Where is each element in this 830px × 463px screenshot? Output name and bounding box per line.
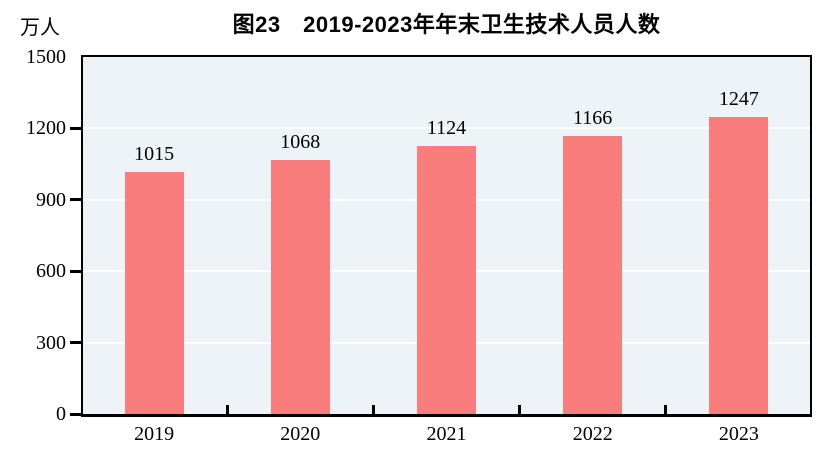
- x-axis-boundary-tick-1: [225, 405, 229, 414]
- y-axis-tick-0: [70, 412, 81, 416]
- y-axis-unit-label: 万人: [20, 17, 60, 39]
- x-axis-label-2023: 2023: [718, 423, 759, 445]
- x-axis-boundary-tick-4: [664, 405, 668, 414]
- y-axis-tick-label-1500: 1500: [26, 46, 66, 68]
- x-axis-label-2022: 2022: [572, 423, 613, 445]
- y-axis-tick-900: [70, 198, 81, 202]
- y-axis-tick-label-600: 600: [36, 260, 66, 283]
- bar-2022: [563, 136, 623, 414]
- y-axis-tick-1200: [70, 126, 81, 130]
- bar-2020: [270, 159, 330, 414]
- y-axis-tick-label-1200: 1200: [26, 117, 66, 140]
- bar-value-label-2019: 1015: [134, 143, 175, 166]
- bar-value-label-2020: 1068: [280, 130, 321, 153]
- y-axis-tick-label-0: 0: [56, 403, 66, 425]
- gridline-1200: [83, 127, 810, 130]
- x-axis-label-2021: 2021: [426, 423, 467, 445]
- x-axis-boundary-tick-2: [371, 405, 375, 414]
- bar-2021: [417, 146, 476, 414]
- bar-value-label-2021: 1124: [426, 117, 467, 140]
- x-axis-boundary-tick-3: [518, 405, 522, 414]
- y-axis-tick-label-900: 900: [36, 188, 66, 211]
- chart-title: 图23 2019-2023年年末卫生技术人员人数: [232, 12, 661, 37]
- bar-2023: [709, 117, 769, 414]
- bar-value-label-2022: 1166: [573, 107, 613, 130]
- x-axis-label-2019: 2019: [134, 423, 175, 445]
- y-axis-tick-300: [70, 341, 81, 345]
- bar-2019: [124, 172, 184, 414]
- y-axis-tick-600: [70, 269, 81, 273]
- y-axis-tick-label-300: 300: [36, 331, 66, 354]
- bar-value-label-2023: 1247: [718, 88, 759, 111]
- x-axis-label-2020: 2020: [280, 423, 321, 445]
